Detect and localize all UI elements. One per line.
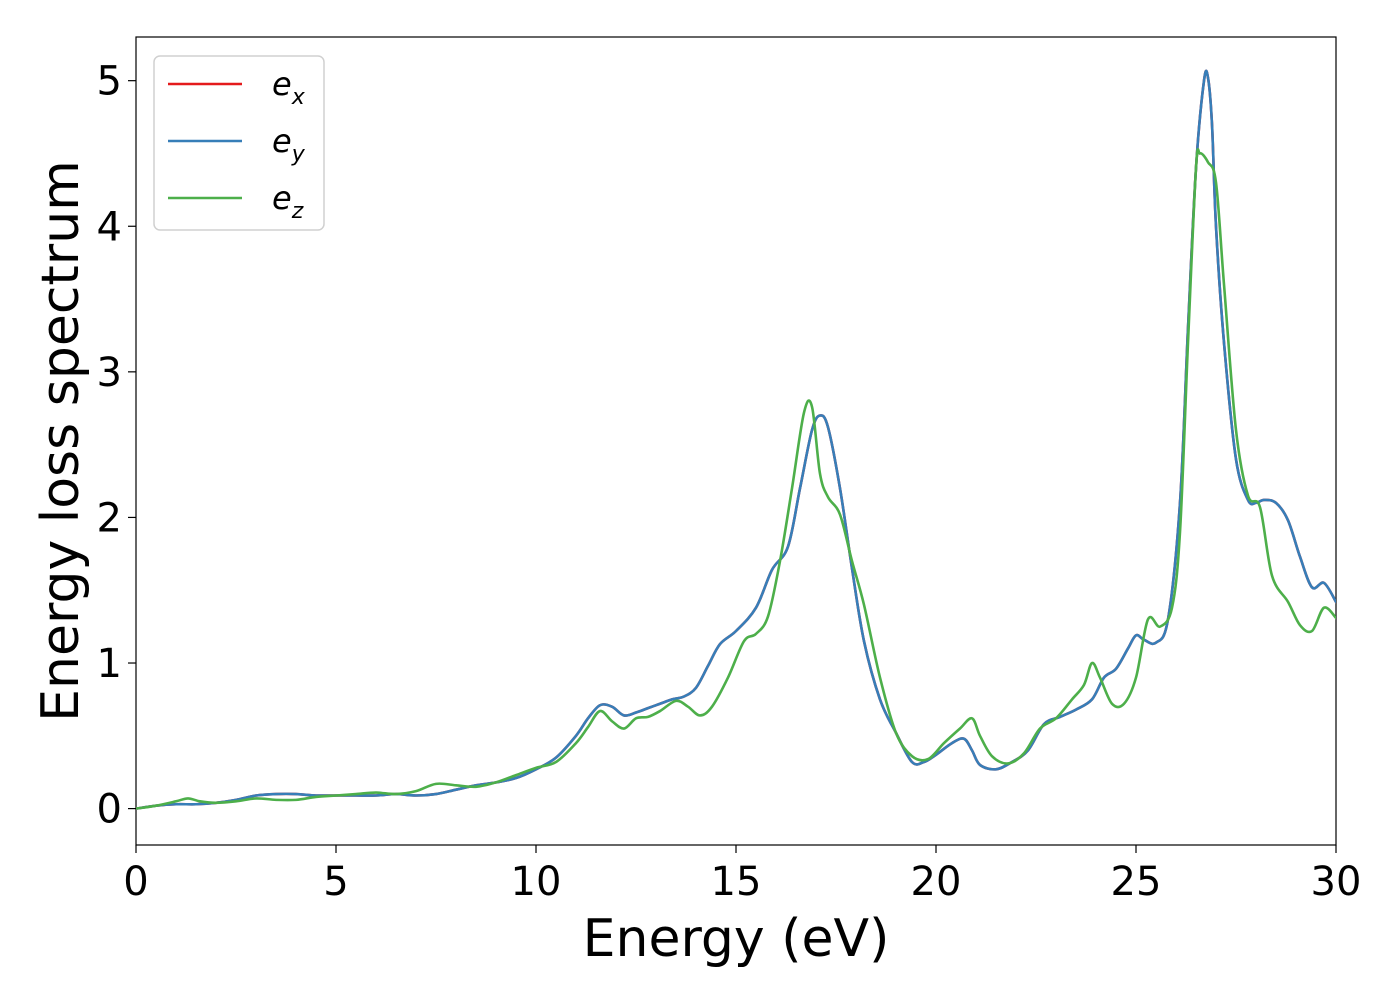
legend-label-x: ex [272, 65, 306, 110]
y-tick-label: 5 [97, 59, 122, 105]
y-tick-label: 0 [97, 787, 122, 833]
series-line-y [136, 69, 1336, 810]
legend-label-subscript: y [291, 142, 306, 167]
legend-box [153, 55, 325, 231]
y-axis: 0 1 2 3 4 5 [97, 59, 136, 833]
legend-label-main: e [272, 122, 292, 160]
x-tick-label: 30 [1311, 859, 1362, 905]
x-axis: 0 5 10 15 20 25 30 [123, 845, 1361, 905]
series-layer [136, 69, 1336, 810]
x-tick-label: 0 [123, 859, 148, 905]
y-tick-label: 3 [97, 350, 122, 396]
y-axis-title: Energy loss spectrum [31, 160, 91, 722]
x-tick-label: 5 [323, 859, 348, 905]
x-tick-label: 10 [511, 859, 562, 905]
x-tick-label: 20 [911, 859, 962, 905]
x-tick-label: 15 [711, 859, 762, 905]
plot-area [135, 36, 1337, 846]
legend-label-z: ez [272, 179, 304, 224]
y-tick-label: 2 [97, 495, 122, 541]
y-tick-label: 1 [97, 641, 122, 687]
legend-label-main: e [272, 179, 292, 217]
x-tick-label: 25 [1111, 859, 1162, 905]
legend-label-main: e [272, 65, 292, 103]
legend-label-subscript: x [291, 85, 306, 110]
series-line-z [136, 147, 1336, 810]
legend-label-y: ey [272, 122, 306, 167]
x-axis-title: Energy (eV) [583, 909, 890, 969]
legend-label-subscript: z [291, 199, 304, 224]
y-tick-label: 4 [97, 204, 122, 250]
